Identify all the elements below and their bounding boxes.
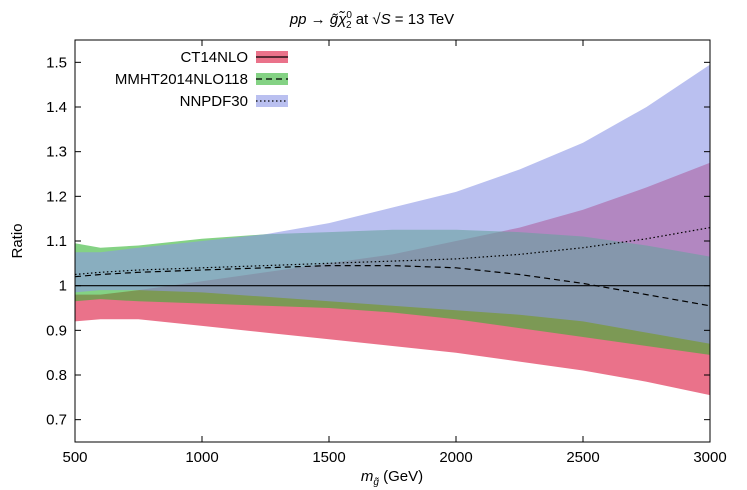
legend-item-ct14nlo: CT14NLO: [180, 49, 288, 66]
legend-item-mmht2014nlo118: MMHT2014NLO118: [115, 71, 288, 88]
x-tick-label: 2500: [566, 449, 599, 466]
y-tick-label: 1: [59, 278, 67, 295]
central-lines: [75, 227, 710, 307]
uncertainty-bands: [75, 64, 710, 396]
x-tick-label: 1000: [185, 449, 218, 466]
legend: CT14NLO MMHT2014NLO118 NNPDF30: [115, 49, 288, 110]
legend-label: CT14NLO: [180, 49, 248, 66]
band-nnpdf30: [75, 64, 710, 344]
y-tick-label: 0.7: [46, 412, 67, 429]
y-tick-label: 0.8: [46, 367, 67, 384]
x-tick-label: 2000: [439, 449, 472, 466]
y-axis-label: Ratio: [9, 223, 26, 258]
y-tick-label: 1.3: [46, 144, 67, 161]
x-tick-label: 1500: [312, 449, 345, 466]
legend-label: MMHT2014NLO118: [115, 71, 248, 88]
x-tick-label: 500: [62, 449, 87, 466]
central-line-mmht2014nlo118: [75, 265, 710, 307]
y-tick-label: 1.4: [46, 99, 67, 116]
y-tick-label: 0.9: [46, 322, 67, 339]
y-tick-label: 1.5: [46, 54, 67, 71]
x-axis: 500 1000 1500 2000 2500 3000: [62, 40, 727, 466]
y-tick-label: 1.2: [46, 188, 67, 205]
legend-label: NNPDF30: [180, 93, 248, 110]
x-tick-label: 3000: [693, 449, 726, 466]
central-line-nnpdf30: [75, 227, 710, 276]
x-axis-label: mg̃ (GeV): [361, 468, 423, 488]
chart-title: pp → g̃χ̃0 2 at √S = 13 TeV: [289, 10, 454, 31]
y-tick-label: 1.1: [46, 233, 67, 250]
y-axis: 0.7 0.8 0.9 1 1.1 1.2 1.3 1.4 1.5: [46, 54, 710, 429]
legend-item-nnpdf30: NNPDF30: [180, 93, 288, 110]
